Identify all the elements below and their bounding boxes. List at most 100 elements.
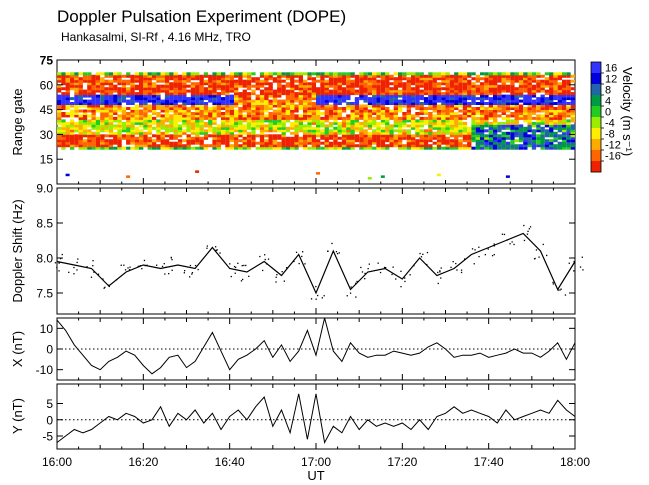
heatmap-cell [173, 126, 178, 130]
heatmap-cell [100, 116, 105, 120]
heatmap-cell [277, 129, 282, 133]
heatmap-cell [57, 89, 62, 93]
heatmap-cell [501, 112, 506, 115]
heatmap-cell [363, 97, 368, 101]
heatmap-cell [428, 87, 433, 91]
heatmap-cell [549, 141, 554, 145]
heatmap-cell [303, 126, 308, 130]
heatmap-cell [238, 146, 243, 150]
heatmap-cell [87, 77, 92, 81]
heatmap-cell [203, 124, 209, 128]
heatmap-cell [380, 77, 386, 81]
heatmap-cell [441, 126, 446, 130]
heatmap-cell [346, 144, 351, 148]
heatmap-cell [70, 84, 75, 88]
heatmap-cell [544, 97, 550, 101]
heatmap-cell [544, 121, 550, 125]
doppler-point [265, 263, 268, 265]
heatmap-cell [87, 72, 92, 76]
heatmap-cell [242, 114, 247, 118]
heatmap-cell [415, 72, 420, 76]
heatmap-cell [376, 72, 381, 76]
heatmap-cell [505, 104, 511, 108]
heatmap-cell [203, 131, 209, 135]
heatmap-cell [113, 124, 118, 128]
heatmap-cell [225, 82, 230, 86]
heatmap-cell [246, 146, 252, 150]
heatmap-cell [169, 144, 174, 148]
heatmap-cell [74, 87, 79, 91]
heatmap-cell [264, 94, 269, 98]
heatmap-cell [190, 116, 196, 120]
heatmap-cell [454, 146, 459, 150]
heatmap-cell [367, 116, 373, 120]
doppler-point [503, 233, 506, 236]
heatmap-cell [199, 112, 204, 115]
heatmap-cell [454, 112, 459, 115]
heatmap-cell [113, 119, 118, 123]
colorbar-segment [591, 161, 601, 173]
heatmap-cell [557, 87, 562, 91]
heatmap-cell [510, 134, 515, 138]
heatmap-cell [57, 119, 62, 123]
heatmap-cell [268, 146, 273, 150]
doppler-point [456, 269, 458, 271]
doppler-point [56, 266, 58, 269]
heatmap-cell [164, 92, 170, 96]
heatmap-cell [290, 77, 295, 81]
heatmap-cell [277, 79, 282, 83]
doppler-point [559, 289, 561, 291]
heatmap-cell [531, 102, 537, 105]
heatmap-cell [259, 121, 265, 125]
doppler-point [233, 265, 236, 268]
heatmap-cell [311, 121, 316, 125]
heatmap-cell [199, 82, 204, 86]
heatmap-cell [74, 129, 79, 133]
heatmap-cell [484, 84, 489, 88]
heatmap-cell [419, 94, 424, 98]
heatmap-cell [523, 87, 528, 91]
heatmap-cell [518, 124, 524, 128]
heatmap-cell [177, 74, 183, 78]
heatmap-cell [389, 134, 394, 138]
heatmap-cell [229, 129, 234, 133]
heatmap-cell [95, 109, 101, 113]
heatmap-cell [523, 89, 528, 93]
doppler-point [194, 264, 197, 267]
heatmap-cell [484, 92, 489, 96]
heatmap-cell [376, 126, 381, 130]
heatmap-cell [82, 141, 88, 145]
heatmap-cell [78, 82, 83, 86]
heatmap-cell [402, 99, 407, 103]
heatmap-cell [553, 102, 558, 105]
heatmap-cell [246, 102, 252, 105]
heatmap-cell [298, 87, 303, 91]
heatmap-cell [419, 109, 424, 113]
doppler-point [242, 278, 244, 281]
heatmap-cell [307, 107, 312, 110]
heatmap-cell [402, 74, 407, 78]
heatmap-cell [363, 94, 368, 98]
heatmap-cell [190, 112, 196, 115]
heatmap-cell [341, 144, 347, 148]
heatmap-cell [208, 107, 213, 110]
heatmap-cell [497, 94, 502, 98]
heatmap-cell [311, 141, 316, 145]
heatmap-cell [316, 104, 321, 108]
heatmap-cell [324, 139, 329, 143]
colorbar-tick-label: 8 [605, 85, 611, 97]
heatmap-cell [527, 87, 532, 91]
heatmap-cell [445, 109, 450, 113]
heatmap-cell [419, 89, 424, 93]
heatmap-cell [341, 119, 347, 123]
heatmap-cell [393, 124, 398, 128]
heatmap-cell [423, 119, 429, 123]
heatmap-cell [449, 77, 455, 81]
heatmap-cell [104, 92, 109, 96]
heatmap-cell [549, 89, 554, 93]
heatmap-cell [113, 134, 118, 138]
heatmap-cell [294, 121, 299, 125]
heatmap-cell [445, 79, 450, 83]
heatmap-cell [467, 109, 472, 113]
heatmap-cell [126, 74, 131, 78]
